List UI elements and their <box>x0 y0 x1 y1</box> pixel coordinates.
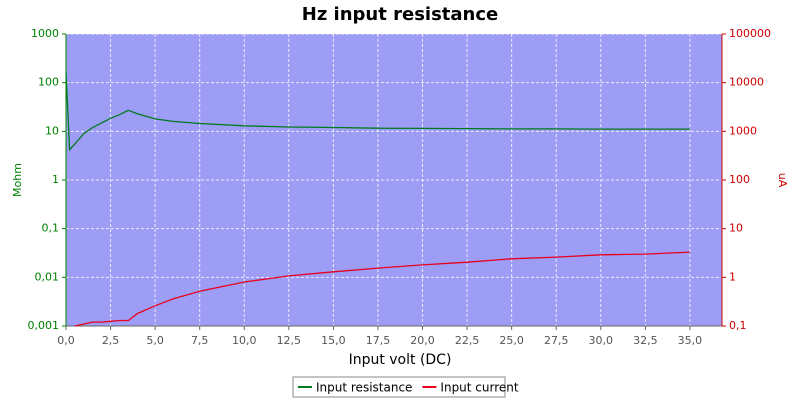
x-tick-label: 17,5 <box>366 334 391 347</box>
y2-tick-label: 10 <box>729 222 743 235</box>
series-line <box>74 251 690 327</box>
x-tick-label: 10,0 <box>232 334 257 347</box>
y-tick-label: 0,001 <box>28 319 60 332</box>
y2-axis-label: uA <box>776 173 789 188</box>
x-tick-label: 22,5 <box>455 334 480 347</box>
y-tick-label: 0,1 <box>42 222 60 235</box>
y2-tick-label: 100 <box>729 173 750 186</box>
y-tick-label: 1 <box>52 173 59 186</box>
x-tick-label: 32,5 <box>633 334 658 347</box>
y-tick-label: 0,01 <box>35 270 60 283</box>
x-tick-label: 15,0 <box>321 334 346 347</box>
y2-tick-label: 1 <box>729 270 736 283</box>
x-tick-label: 12,5 <box>277 334 302 347</box>
x-tick-label: 7,5 <box>191 334 209 347</box>
y2-tick-label: 1000 <box>729 124 757 137</box>
x-tick-label: 0,0 <box>57 334 75 347</box>
x-tick-label: 27,5 <box>544 334 569 347</box>
legend-label: Input resistance <box>316 381 412 395</box>
legend <box>292 376 506 398</box>
y-axis-label: Mohm <box>11 163 24 197</box>
x-tick-label: 25,0 <box>499 334 524 347</box>
y-tick-label: 100 <box>38 76 59 89</box>
x-axis-label: Input volt (DC) <box>349 352 452 368</box>
x-tick-label: 5,0 <box>146 334 164 347</box>
series-line <box>65 71 690 152</box>
x-tick-label: 20,0 <box>410 334 435 347</box>
x-tick-label: 30,0 <box>589 334 614 347</box>
y-tick-label: 10 <box>45 124 59 137</box>
y2-tick-label: 10000 <box>729 76 764 89</box>
x-tick-label: 35,0 <box>678 334 703 347</box>
x-tick-label: 2,5 <box>102 334 120 347</box>
y2-tick-label: 100000 <box>729 27 771 40</box>
y-tick-label: 1000 <box>31 27 59 40</box>
chart-title: Hz input resistance <box>302 4 499 25</box>
y2-tick-label: 0,1 <box>729 319 747 332</box>
legend-label: Input current <box>440 381 518 395</box>
